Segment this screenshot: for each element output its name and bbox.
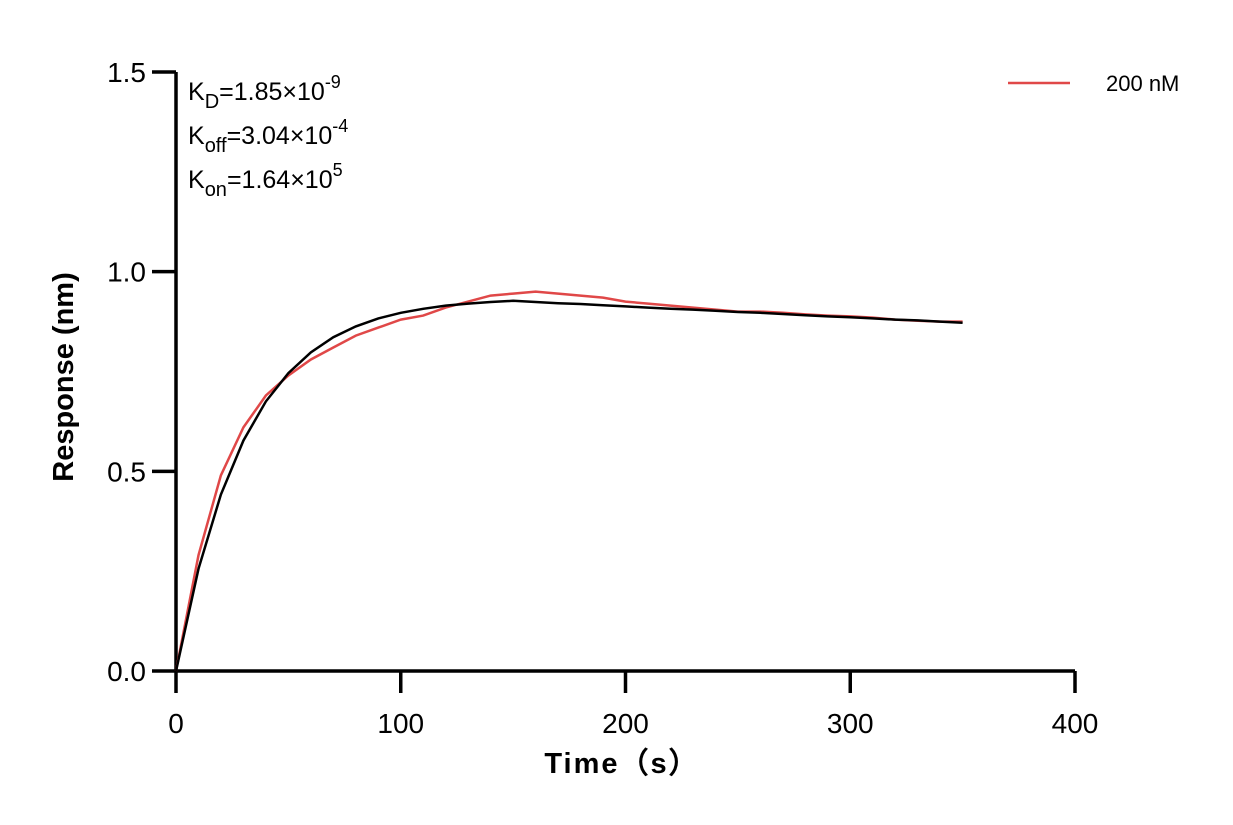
y-axis-title: Response (nm) bbox=[48, 272, 80, 481]
annotation-base: K bbox=[188, 78, 205, 106]
annotation-base: K bbox=[188, 166, 205, 194]
x-tick-label: 300 bbox=[827, 708, 874, 739]
x-tick-label: 0 bbox=[168, 708, 184, 739]
annotation-text: =1.64×10 bbox=[227, 166, 333, 194]
y-tick-label: 0.5 bbox=[107, 456, 146, 487]
annotation-sup: 5 bbox=[333, 160, 343, 180]
annotation-sub: D bbox=[205, 91, 219, 113]
annotation-base: K bbox=[188, 122, 205, 150]
annotation-sup: -9 bbox=[325, 72, 341, 92]
annotation-sup: -4 bbox=[332, 116, 348, 136]
annotation-sub: on bbox=[205, 179, 227, 201]
data-line bbox=[174, 299, 963, 672]
y-tick-label: 0.0 bbox=[107, 656, 146, 687]
y-tick-label: 1.5 bbox=[107, 57, 146, 88]
annotation: Koff=3.04×10-4 bbox=[188, 116, 348, 157]
x-tick-label: 400 bbox=[1052, 708, 1099, 739]
annotation-sub: off bbox=[205, 135, 227, 157]
x-tick-label: 200 bbox=[602, 708, 649, 739]
annotation: Kon=1.64×105 bbox=[188, 160, 343, 201]
annotation-text: =1.85×10 bbox=[219, 78, 325, 106]
y-tick-label: 1.0 bbox=[107, 257, 146, 288]
annotation: KD=1.85×10-9 bbox=[188, 72, 341, 113]
x-tick-label: 100 bbox=[377, 708, 424, 739]
legend-label: 200 nM bbox=[1106, 71, 1179, 96]
x-axis-title: Time（s） bbox=[544, 747, 699, 780]
annotation-text: =3.04×10 bbox=[227, 122, 333, 150]
data-line bbox=[174, 290, 963, 672]
